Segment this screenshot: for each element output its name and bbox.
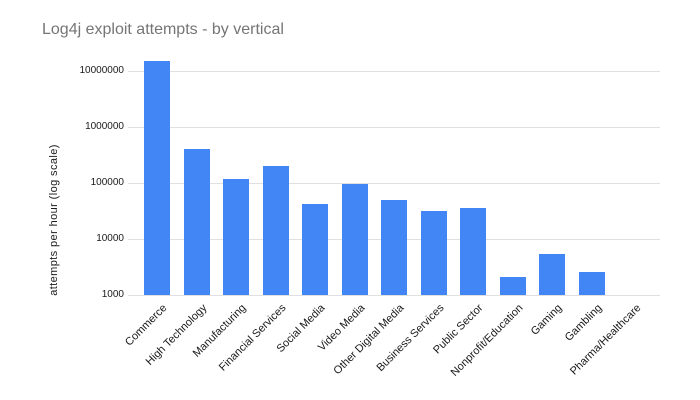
bar: [144, 61, 171, 295]
y-axis-tick-label: 1000000: [85, 121, 124, 132]
bar: [420, 210, 447, 295]
bar: [578, 271, 605, 295]
y-axis-tick-label: 1000: [101, 289, 124, 300]
bar: [223, 178, 250, 295]
gridline: [128, 71, 660, 72]
bar: [381, 199, 408, 295]
chart-title: Log4j exploit attempts - by vertical: [42, 21, 284, 38]
y-axis-tick-label: 10000000: [79, 65, 125, 76]
bar: [302, 204, 329, 295]
gridline: [128, 295, 660, 296]
y-axis-tick-label: 100000: [90, 177, 124, 188]
bar: [262, 166, 289, 295]
gridline: [128, 183, 660, 184]
bar: [341, 184, 368, 295]
bar: [539, 253, 566, 295]
y-axis-title-text: attempts per hour (log scale): [48, 144, 60, 296]
bar: [499, 276, 526, 295]
y-axis-tick-label: 10000: [96, 233, 124, 244]
bar: [183, 149, 210, 295]
gridline: [128, 127, 660, 128]
bar: [460, 207, 487, 295]
